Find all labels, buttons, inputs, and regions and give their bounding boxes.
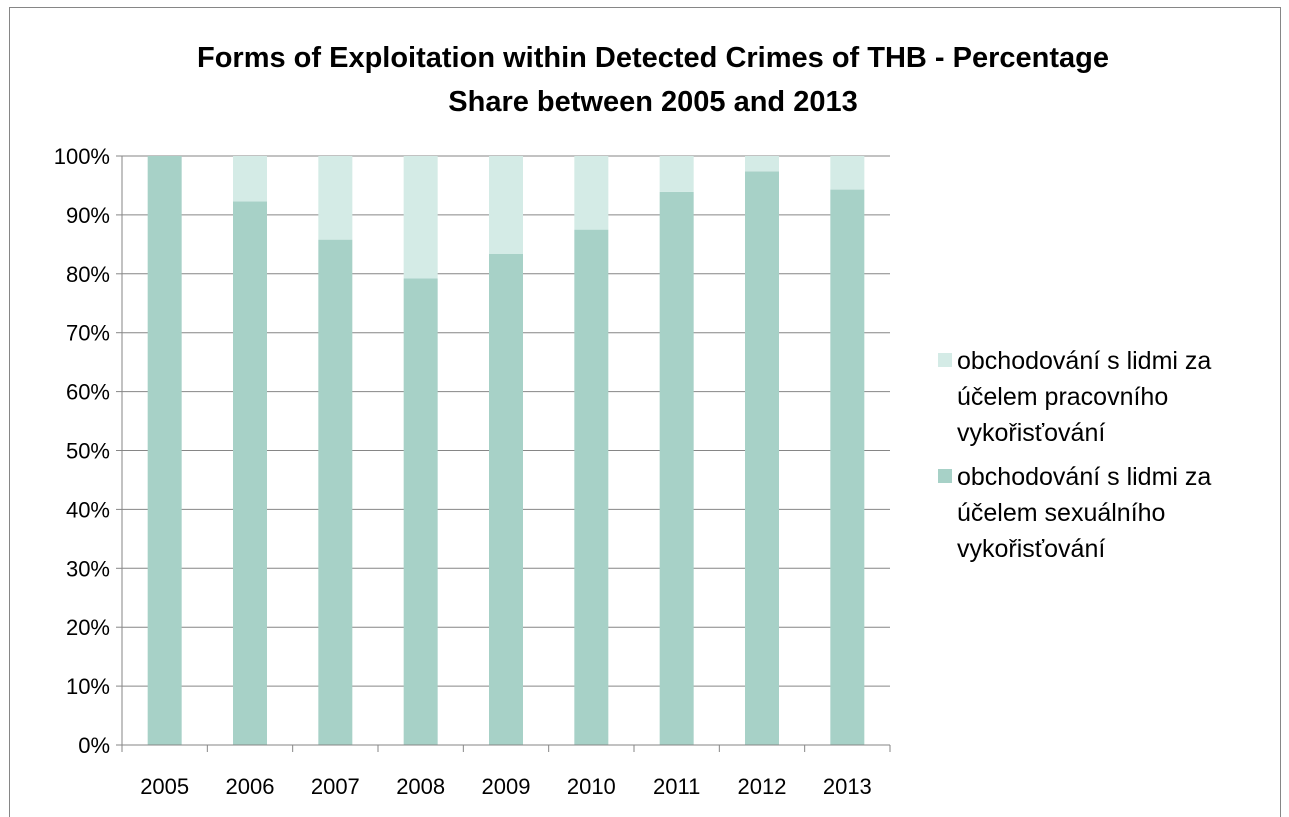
y-tick-label: 20%	[66, 615, 110, 640]
x-tick-label: 2007	[311, 774, 360, 799]
bar-2007-sexual	[318, 239, 353, 745]
bar-2010-sexual	[574, 229, 609, 745]
legend-item-labor: obchodování s lidmi za účelem pracovního…	[938, 343, 1278, 451]
y-tick-label: 0%	[78, 733, 110, 758]
y-tick-label: 10%	[66, 674, 110, 699]
x-tick-label: 2010	[567, 774, 616, 799]
y-tick-label: 30%	[66, 556, 110, 581]
x-tick-label: 2011	[653, 774, 700, 799]
y-tick-label: 60%	[66, 380, 110, 405]
bar-2006-sexual	[233, 201, 267, 745]
bar-2013-sexual	[830, 189, 865, 745]
legend-item-sexual: obchodování s lidmi za účelem sexuálního…	[938, 459, 1278, 567]
legend-label-labor: obchodování s lidmi za účelem pracovního…	[957, 347, 1212, 447]
tick-labels: 0% 10% 20% 30% 40% 50% 60% 70% 80% 90% 100% 2005 200…	[54, 144, 872, 799]
x-tick-label: 2013	[823, 774, 872, 799]
bar-2013-labor	[830, 156, 865, 190]
x-tick-label: 2008	[396, 774, 445, 799]
x-tick-label: 2012	[738, 774, 787, 799]
bar-2011-sexual	[659, 191, 694, 745]
legend: obchodování s lidmi za účelem pracovního…	[938, 343, 1278, 575]
bar-2006-labor	[233, 156, 267, 202]
x-tick-label: 2005	[140, 774, 189, 799]
chart-area	[9, 7, 1281, 817]
bar-2009-labor	[489, 156, 523, 254]
bar-2010-labor	[574, 156, 609, 230]
y-tick-label: 70%	[66, 321, 110, 346]
bar-2008-sexual	[403, 278, 438, 745]
axes	[116, 155, 891, 752]
legend-label-sexual: obchodování s lidmi za účelem sexuálního…	[957, 463, 1212, 563]
bar-2012-labor	[745, 156, 779, 172]
y-tick-label: 90%	[66, 203, 110, 228]
x-tick-label: 2006	[226, 774, 275, 799]
bar-2008-labor	[403, 156, 438, 279]
y-tick-label: 40%	[66, 497, 110, 522]
bars	[147, 156, 865, 746]
y-tick-label: 80%	[66, 262, 110, 287]
bar-2012-sexual	[745, 171, 779, 746]
x-tick-label: 2009	[482, 774, 531, 799]
legend-swatch-sexual	[938, 469, 952, 483]
legend-swatch-labor	[938, 353, 952, 367]
y-tick-label: 100%	[54, 144, 110, 169]
bar-2007-labor	[318, 156, 353, 240]
bar-2009-sexual	[489, 253, 523, 746]
chart-title: Forms of Exploitation within Detected Cr…	[0, 36, 1289, 124]
chart-title-line-2: Share between 2005 and 2013	[448, 86, 858, 118]
y-tick-label: 50%	[66, 439, 110, 464]
bar-2011-labor	[659, 156, 694, 192]
chart-title-line-1: Forms of Exploitation within Detected Cr…	[196, 42, 1109, 74]
bar-2005-sexual	[147, 156, 182, 745]
